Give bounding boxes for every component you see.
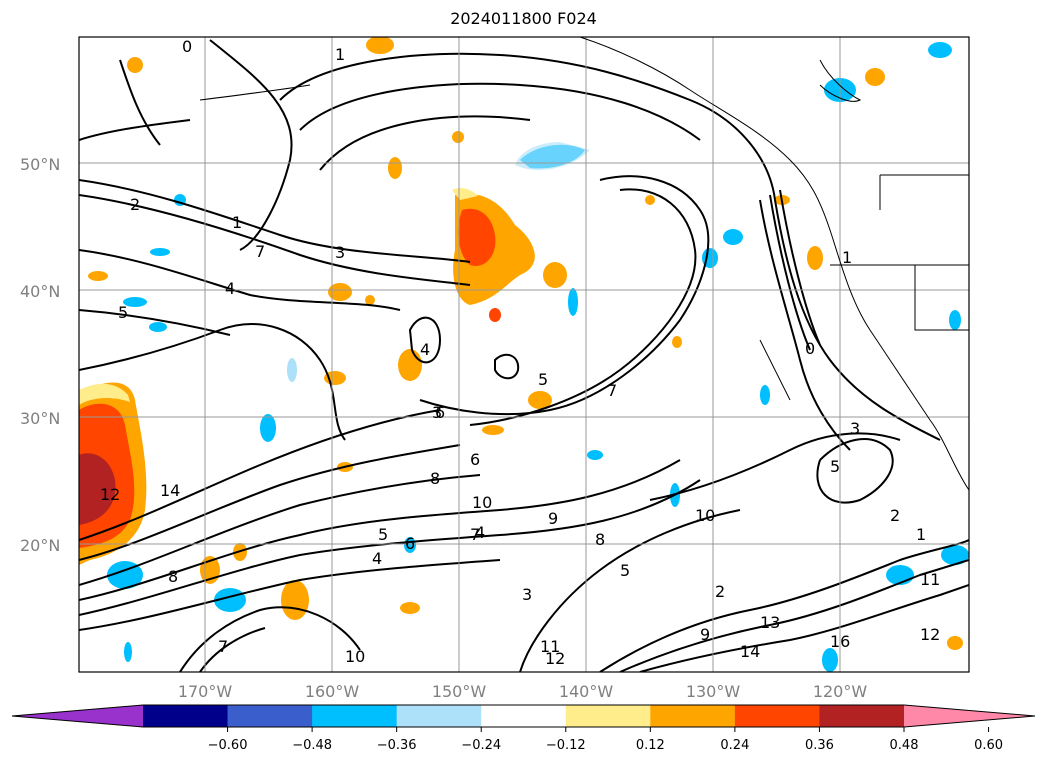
contour-label: 7 bbox=[470, 525, 480, 544]
colorbar-segment bbox=[650, 705, 736, 727]
contour-label: 3 bbox=[522, 585, 532, 604]
lat-label-50n: 50°N bbox=[20, 155, 60, 174]
colorbar-tick-label: 0.24 bbox=[720, 738, 749, 753]
contour-label: 3 bbox=[432, 403, 442, 422]
contour-label: 7 bbox=[607, 381, 617, 400]
colorbar-segment bbox=[734, 705, 820, 727]
colorbar: −0.60 −0.48 −0.36 −0.24 −0.12 0.12 0.24 0.36 0.4… bbox=[11, 704, 1036, 753]
contour-label: 1 bbox=[232, 213, 242, 232]
shading-layer bbox=[79, 37, 969, 672]
map-frame bbox=[78, 36, 970, 673]
contour-label: 5 bbox=[830, 457, 840, 476]
contour-label: 7 bbox=[255, 242, 265, 261]
contour-label: 4 bbox=[225, 279, 235, 298]
contour-label: 4 bbox=[475, 523, 485, 542]
contour-label: 8 bbox=[430, 469, 440, 488]
colorbar-outline bbox=[11, 704, 1036, 728]
contour-label: 6 bbox=[470, 450, 480, 469]
lat-label-40n: 40°N bbox=[20, 282, 60, 301]
colorbar-segment bbox=[227, 705, 313, 727]
lon-label-150w: 150°W bbox=[432, 682, 487, 701]
lon-label-130w: 130°W bbox=[686, 682, 741, 701]
colorbar-tick-label: 0.12 bbox=[636, 738, 665, 753]
contour-label: 5 bbox=[620, 561, 630, 580]
contour-label: 0 bbox=[805, 339, 815, 358]
contour-label: 7 bbox=[218, 637, 228, 656]
contour-label: 10 bbox=[345, 647, 365, 666]
contour-label: 12 bbox=[545, 649, 565, 668]
colorbar-segment bbox=[312, 705, 398, 727]
lat-label-20n: 20°N bbox=[20, 536, 60, 555]
contour-label: 2 bbox=[130, 195, 140, 214]
contour-label: 8 bbox=[168, 567, 178, 586]
lon-label-140w: 140°W bbox=[559, 682, 614, 701]
contour-label: 3 bbox=[335, 243, 345, 262]
colorbar-segment bbox=[396, 705, 482, 727]
contour-label: 11 bbox=[920, 570, 940, 589]
contour-label: 10 bbox=[472, 493, 492, 512]
colorbar-extend-low bbox=[12, 705, 143, 727]
map-background bbox=[79, 37, 969, 672]
graticule bbox=[79, 37, 969, 672]
colorbar-tick-label: −0.24 bbox=[461, 738, 501, 753]
colorbar-tick-label: 0.60 bbox=[974, 738, 1003, 753]
contour-label: 1 bbox=[842, 248, 852, 267]
contour-label: 0 bbox=[182, 37, 192, 56]
colorbar-segment bbox=[565, 705, 651, 727]
contour-label: 1 bbox=[335, 45, 345, 64]
colorbar-segment bbox=[481, 705, 567, 727]
contour-label: 2 bbox=[715, 582, 725, 601]
lat-label-30n: 30°N bbox=[20, 409, 60, 428]
colorbar-tick-label: −0.36 bbox=[377, 738, 417, 753]
lon-label-170w: 170°W bbox=[178, 682, 233, 701]
colorbar-tick-label: 0.48 bbox=[890, 738, 919, 753]
contour-label: 8 bbox=[595, 530, 605, 549]
lon-label-120w: 120°W bbox=[813, 682, 868, 701]
contour-label: 3 bbox=[850, 419, 860, 438]
lon-label-160w: 160°W bbox=[305, 682, 360, 701]
contour-label: 4 bbox=[420, 340, 430, 359]
colorbar-tick-label: −0.60 bbox=[208, 738, 248, 753]
contour-label: 12 bbox=[920, 625, 940, 644]
colorbar-tick-label: 0.36 bbox=[805, 738, 834, 753]
contour-label: 1 bbox=[916, 525, 926, 544]
contour-label: 12 bbox=[100, 485, 120, 504]
colorbar-segment bbox=[819, 705, 905, 727]
contour-label: 10 bbox=[695, 506, 715, 525]
contour-label: 5 bbox=[538, 370, 548, 389]
page-title: 2024011800 F024 bbox=[450, 9, 597, 28]
colorbar-tick-label: −0.12 bbox=[546, 738, 586, 753]
contour-label: 6 bbox=[435, 403, 445, 422]
contour-label: 2 bbox=[890, 506, 900, 525]
contour-label: 9 bbox=[700, 625, 710, 644]
contour-label: 14 bbox=[160, 481, 180, 500]
contour-label: 16 bbox=[830, 632, 850, 651]
colorbar-segment bbox=[143, 705, 229, 727]
colorbar-tick-label: −0.48 bbox=[292, 738, 332, 753]
contour-label: 5 bbox=[378, 525, 388, 544]
contour-label: 5 bbox=[118, 303, 128, 322]
contour-label: 14 bbox=[740, 642, 760, 661]
contour-label: 9 bbox=[548, 509, 558, 528]
contour-label: 11 bbox=[540, 637, 560, 656]
coastline bbox=[199, 37, 969, 491]
contour-label: 6 bbox=[405, 534, 415, 553]
contour-label: 13 bbox=[760, 613, 780, 632]
contour-label: 4 bbox=[372, 549, 382, 568]
colorbar-extend-high bbox=[904, 705, 1035, 727]
